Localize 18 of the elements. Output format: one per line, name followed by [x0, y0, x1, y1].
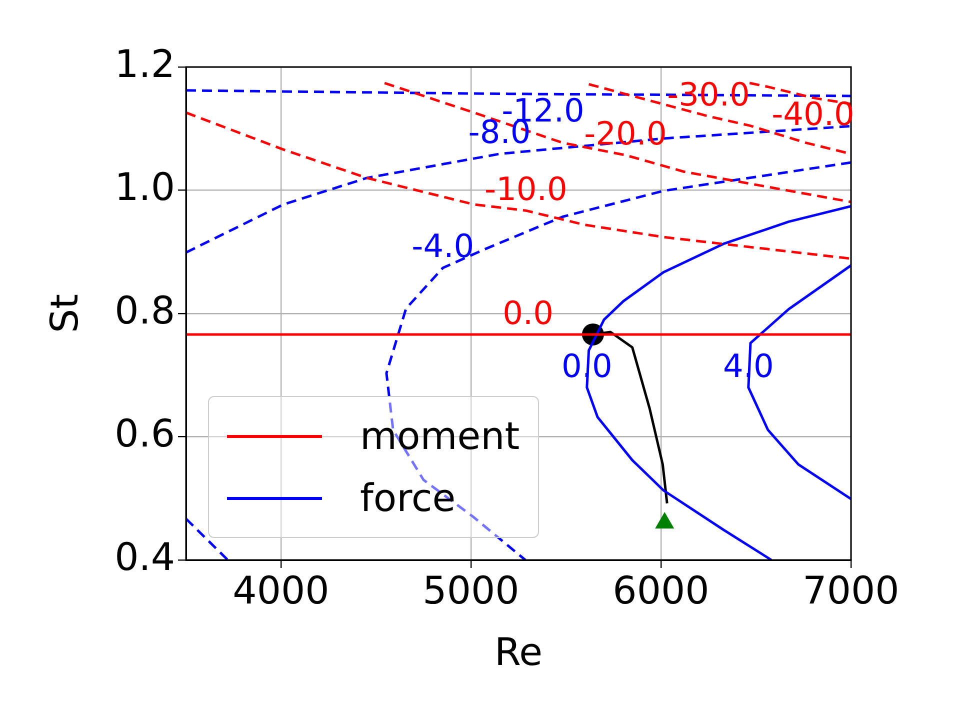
y-tick-label: 1.0	[114, 165, 175, 210]
y-tick-label: 1.2	[114, 42, 175, 86]
x-tick-label: 7000	[802, 568, 900, 613]
y-tick-label: 0.6	[114, 412, 175, 456]
x-tick-label: 6000	[612, 568, 710, 613]
y-tick-label: 0.4	[114, 534, 175, 579]
y-axis-title: St	[42, 294, 87, 334]
x-tick-label: 4000	[232, 568, 330, 613]
y-tick-label: 0.8	[114, 288, 175, 332]
annotation: -10.0	[484, 170, 568, 208]
annotation: -20.0	[584, 114, 667, 152]
line-series	[383, 82, 851, 204]
legend-label: moment	[360, 414, 520, 458]
x-axis-title: Re	[494, 630, 543, 674]
annotation: -4.0	[412, 227, 474, 266]
legend-label: force	[360, 476, 456, 520]
annotation: 0.0	[502, 294, 554, 332]
x-tick-label: 5000	[422, 568, 520, 613]
